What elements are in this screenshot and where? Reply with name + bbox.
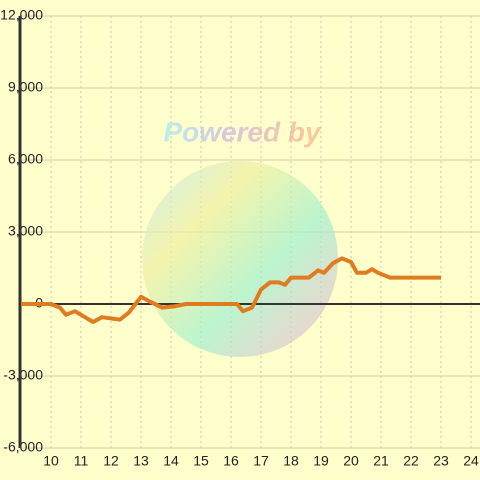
x-tick-label: 21: [373, 453, 389, 469]
x-tick-label: 18: [283, 453, 299, 469]
x-tick-label: 14: [163, 453, 179, 469]
x-tick-label: 22: [403, 453, 419, 469]
data-line: [21, 256, 441, 324]
y-tick-label: 9,000: [8, 79, 43, 95]
watermark-circle: [142, 161, 338, 357]
y-tick-label: 3,000: [8, 223, 43, 239]
x-tick-label: 23: [433, 453, 449, 469]
y-tick-label: -6,000: [3, 439, 43, 455]
y-tick-label: -3,000: [3, 367, 43, 383]
x-tick-label: 12: [103, 453, 119, 469]
x-tick-label: 11: [74, 453, 89, 469]
x-tick-label: 20: [343, 453, 359, 469]
watermark: Powered by: [142, 116, 338, 357]
watermark-text: Powered by: [163, 116, 322, 147]
y-tick-label: 6,000: [8, 151, 43, 167]
x-tick-label: 17: [253, 453, 269, 469]
y-tick-label: 12,000: [0, 7, 43, 23]
x-tick-label: 15: [193, 453, 209, 469]
x-tick-label: 19: [313, 453, 329, 469]
x-tick-label: 16: [223, 453, 239, 469]
x-tick-label: 10: [43, 453, 59, 469]
x-tick-label: 24: [463, 453, 479, 469]
x-tick-label: 13: [133, 453, 149, 469]
